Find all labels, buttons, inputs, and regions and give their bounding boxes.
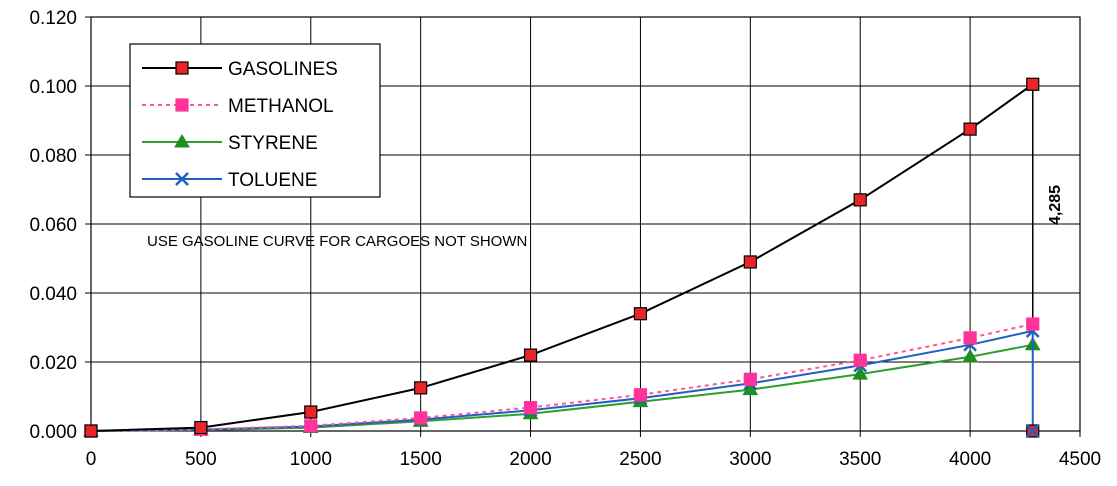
- series-line: [90, 323, 1033, 432]
- data-point: [414, 411, 428, 425]
- data-point: [963, 122, 977, 136]
- y-tick-label: 0.040: [29, 284, 77, 305]
- legend-item: GASOLINES: [142, 59, 338, 80]
- data-point: [633, 388, 648, 402]
- x-tick-label: 4500: [1059, 449, 1101, 470]
- data-point: [175, 98, 189, 112]
- x-tick-label: 2000: [509, 449, 551, 470]
- legend-item: TOLUENE: [142, 170, 317, 191]
- series-line: [90, 83, 1034, 432]
- data-point: [853, 353, 867, 367]
- legend-label: GASOLINES: [228, 59, 338, 80]
- series-line: [90, 343, 1033, 432]
- y-tick-label: 0.060: [29, 215, 77, 236]
- data-point: [962, 348, 978, 363]
- legend-item: STYRENE: [142, 133, 318, 154]
- y-tick-label: 0.000: [29, 422, 77, 443]
- data-point: [1026, 317, 1040, 331]
- legend-label: METHANOL: [228, 96, 334, 117]
- x-tick-label: 3500: [839, 449, 881, 470]
- legend: GASOLINES METHANOL STYRENE TOLUENE: [129, 43, 381, 198]
- data-point: [1026, 77, 1040, 91]
- data-point: [194, 420, 208, 435]
- y-axis-ticks: 0.000 0.020 0.040 0.060 0.080 0.100 0.120: [29, 8, 91, 443]
- data-point: [523, 400, 538, 415]
- x-tick-label: 2500: [619, 449, 661, 470]
- legend-item: METHANOL: [142, 96, 334, 117]
- data-point: [304, 419, 318, 433]
- end-marker-group: [1025, 424, 1040, 438]
- x-tick-label: 0: [86, 449, 97, 470]
- data-point: [963, 331, 977, 345]
- series-layer: [83, 77, 1041, 438]
- x-tick-label: 500: [185, 449, 217, 470]
- data-point: [743, 255, 757, 269]
- legend-label: TOLUENE: [228, 170, 317, 191]
- y-tick-label: 0.020: [29, 353, 77, 374]
- data-point: [175, 61, 189, 75]
- y-tick-label: 0.080: [29, 146, 77, 167]
- y-tick-label: 0.100: [29, 77, 77, 98]
- x-axis-ticks: 0 500 1000 1500 2000 2500 3000 3500 4000 4500: [86, 431, 1101, 470]
- data-point: [853, 193, 867, 207]
- data-point: [1025, 424, 1040, 438]
- series-gasolines: [84, 77, 1040, 438]
- data-point: [633, 307, 648, 321]
- annotation-vertical-label: 4,285: [1047, 185, 1064, 225]
- x-tick-label: 1500: [400, 449, 442, 470]
- x-tick-label: 4000: [949, 449, 991, 470]
- x-tick-label: 3000: [729, 449, 771, 470]
- data-point: [174, 134, 190, 148]
- series-methanol: [84, 317, 1040, 438]
- y-tick-label: 0.120: [29, 8, 77, 29]
- data-point: [84, 424, 98, 438]
- series-toluene: [84, 324, 1040, 438]
- data-point: [175, 172, 189, 186]
- data-point: [304, 405, 318, 419]
- data-point: [414, 381, 428, 395]
- annotation-note: USE GASOLINE CURVE FOR CARGOES NOT SHOWN: [147, 233, 527, 250]
- legend-label: STYRENE: [228, 133, 318, 154]
- data-point: [743, 372, 757, 386]
- data-point: [852, 366, 869, 380]
- series-line: [90, 329, 1033, 432]
- legend-box: [129, 43, 381, 198]
- x-tick-label: 1000: [290, 449, 332, 470]
- data-point: [523, 348, 538, 362]
